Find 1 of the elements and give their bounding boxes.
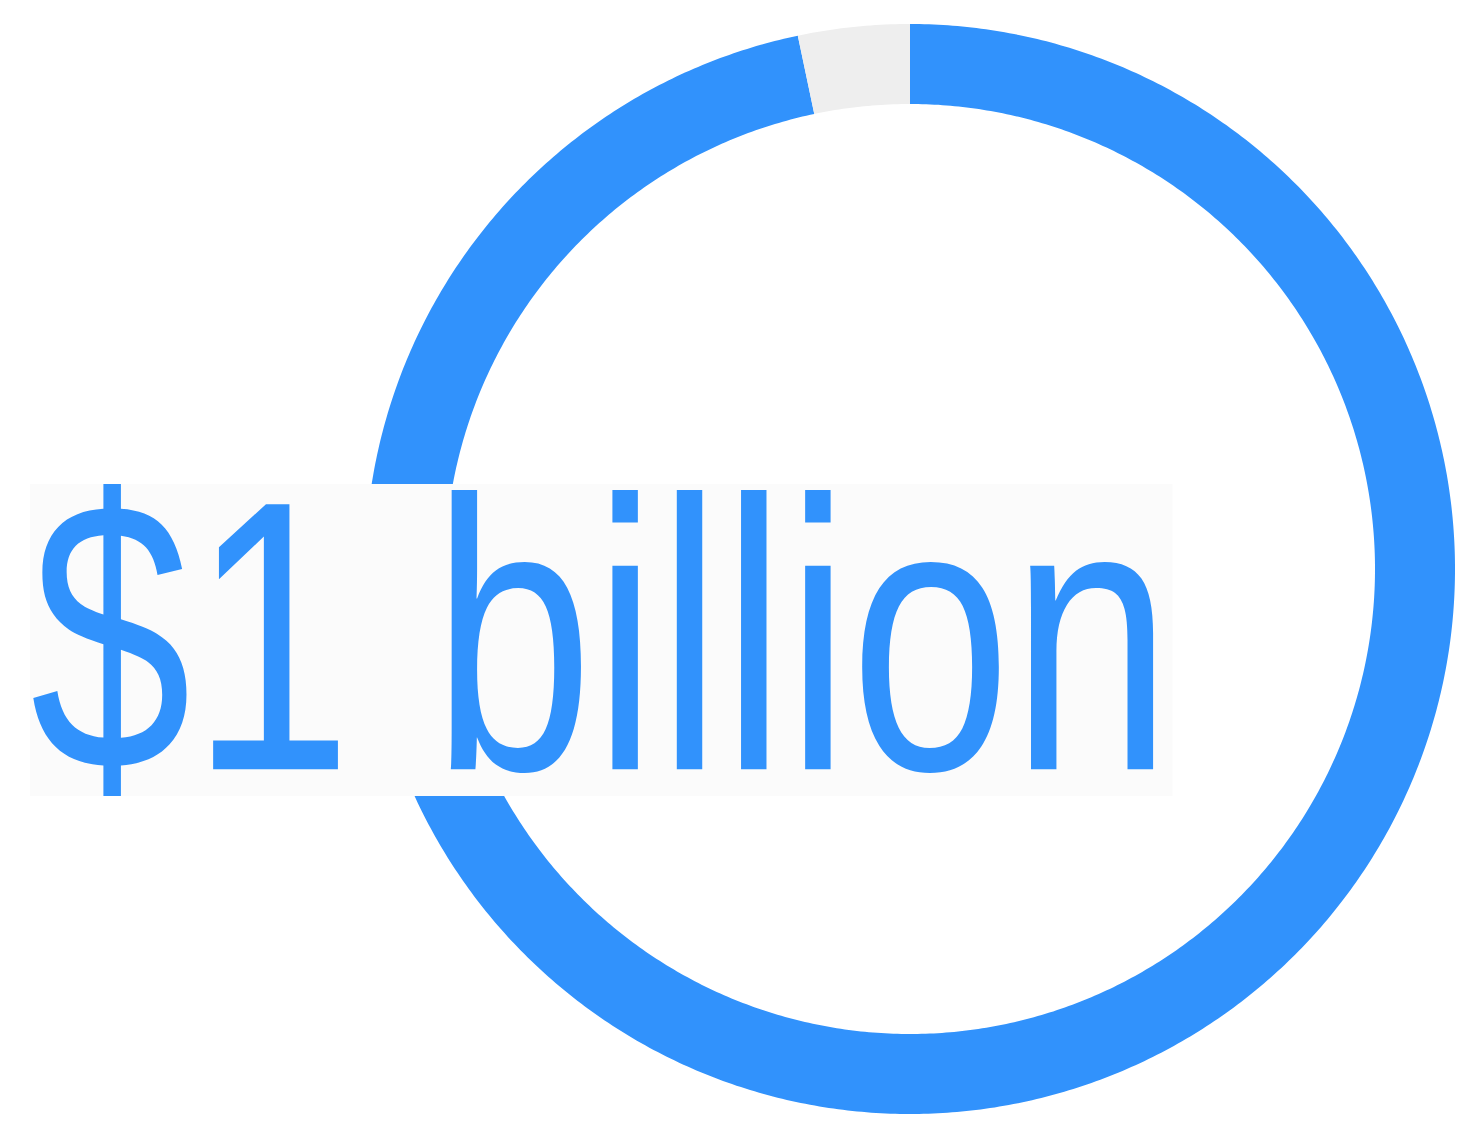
text: $1 billion	[33, 484, 1154, 796]
